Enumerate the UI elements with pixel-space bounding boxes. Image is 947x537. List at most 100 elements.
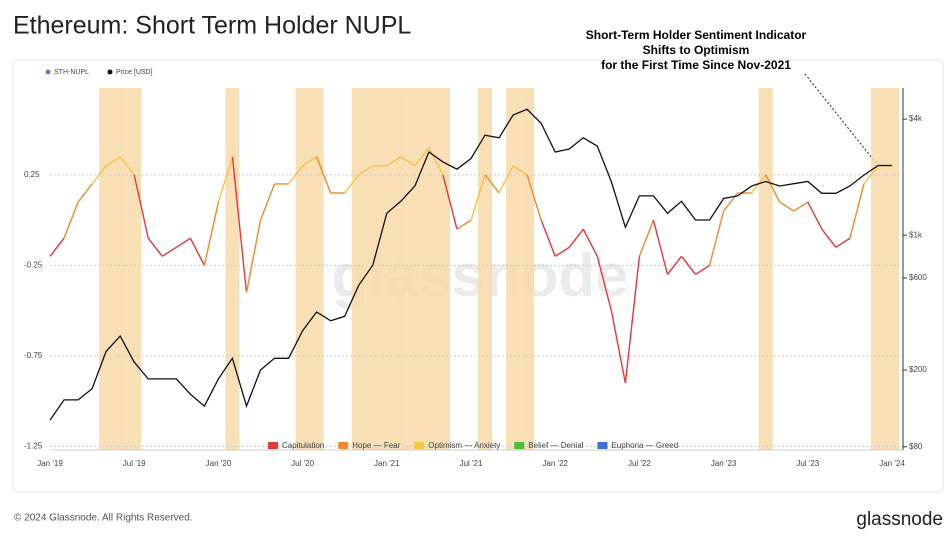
nupl-segment [568, 228, 584, 248]
annotation: Short-Term Holder Sentiment Indicator [586, 28, 807, 42]
y2-tick-label: $600 [909, 273, 927, 282]
legend-swatch [45, 69, 51, 75]
nupl-segment [315, 156, 332, 194]
y2-tick-label: $4k [909, 114, 923, 123]
nupl-segment [49, 237, 65, 257]
legend-swatch [597, 442, 608, 449]
nupl-segment [582, 228, 598, 257]
nupl-segment [133, 174, 149, 239]
x-tick-label: Jan '22 [542, 459, 568, 468]
regime-shading [379, 88, 394, 450]
regime-shading [506, 88, 521, 450]
x-tick-label: Jan '20 [206, 459, 232, 468]
nupl-segment [849, 183, 865, 239]
x-tick-label: Jan '24 [879, 459, 905, 468]
nupl-segment [456, 219, 472, 230]
y-tick-label: -0.75 [24, 351, 43, 360]
legend-swatch [107, 69, 113, 75]
legend-label: Belief — Denial [528, 441, 583, 450]
nupl-segment [821, 228, 837, 248]
x-tick-label: Jul '22 [628, 459, 651, 468]
nupl-segment [765, 174, 781, 203]
nupl-segment [638, 219, 655, 257]
x-tick-label: Jan '23 [711, 459, 737, 468]
regime-shading [520, 88, 535, 450]
chart-frame [12, 59, 944, 493]
nupl-segment [105, 156, 121, 167]
regime-shading [99, 88, 114, 450]
nupl-segment [77, 183, 93, 203]
nupl-segment [358, 165, 374, 176]
nupl-segment [245, 219, 262, 293]
nupl-segment [470, 174, 486, 221]
nupl-segment [498, 165, 514, 194]
regime-shading [393, 88, 408, 450]
regime-shading [435, 88, 450, 450]
y-tick-label: -1.25 [24, 441, 43, 450]
nupl-segment [344, 174, 360, 194]
nupl-segment [807, 201, 823, 230]
nupl-segment [161, 246, 177, 257]
legend-label: Price [USD] [116, 69, 153, 76]
plot: 0.25 -0.25 -0.75 -1.25 $80 $200 $600 $1k $4k Jan … [24, 69, 927, 468]
nupl-segment [442, 174, 458, 230]
chart-title: Ethereum: Short Term Holder NUPL [13, 12, 411, 40]
legend-label: Euphoria — Greed [611, 441, 678, 450]
nupl-segment [400, 156, 416, 167]
regime-shading [127, 88, 142, 450]
nupl-segment [63, 201, 79, 239]
regime-shading [113, 88, 128, 450]
x-tick-label: Jul '19 [123, 459, 146, 468]
y2-tick-label: $80 [909, 442, 923, 451]
x-tick-label: Jan '19 [37, 459, 63, 468]
footer: © 2024 Glassnode. All Rights Reserved. [14, 513, 193, 524]
nupl-segment [708, 210, 725, 266]
nupl-segment [793, 201, 809, 212]
regime-shading [870, 88, 885, 450]
nupl-segment [231, 156, 248, 293]
annotation-arrow [804, 73, 881, 169]
nupl-segment [680, 255, 697, 275]
nupl-segment [554, 246, 570, 257]
legend-label: Capitulation [282, 441, 324, 450]
y-tick-label: -0.25 [24, 260, 43, 269]
regime-shading [225, 88, 240, 450]
nupl-segment [175, 237, 191, 248]
nupl-segment [666, 255, 683, 275]
nupl-segment [863, 165, 879, 185]
annotation: Shifts to Optimism [643, 43, 750, 57]
nupl-segment [428, 147, 444, 176]
regime-shading [421, 88, 436, 450]
regime-shading [407, 88, 422, 450]
nupl-segment [779, 201, 795, 212]
nupl-segment [414, 147, 430, 167]
x-tick-label: Jul '23 [796, 459, 819, 468]
nupl-segment [652, 219, 669, 275]
brand-logo: glassnode [856, 509, 943, 530]
nupl-segment [624, 256, 641, 384]
legend-swatch [414, 442, 425, 449]
nupl-segment [610, 310, 627, 384]
legend-label: STH-NUPL [54, 69, 89, 76]
nupl-segment [484, 174, 500, 194]
nupl-segment [540, 219, 556, 257]
nupl-segment [512, 165, 528, 176]
nupl-segment [596, 256, 613, 311]
nupl-segment [695, 264, 710, 276]
nupl-segment [526, 174, 542, 221]
nupl-segment [91, 165, 107, 185]
nupl-segment [259, 183, 276, 221]
legend-label: Hope — Fear [352, 441, 400, 450]
x-tick-label: Jan '21 [374, 459, 400, 468]
regime-shading [295, 88, 310, 450]
nupl-segment [386, 156, 402, 167]
regime-shading [365, 88, 380, 450]
legend-swatch [268, 442, 278, 449]
legend-swatch [338, 442, 349, 449]
nupl-segment [189, 237, 205, 266]
nupl-segment [147, 237, 163, 257]
x-tick-label: Jul '21 [460, 459, 483, 468]
nupl-segment [119, 156, 135, 176]
y2-tick-label: $1k [909, 230, 923, 239]
